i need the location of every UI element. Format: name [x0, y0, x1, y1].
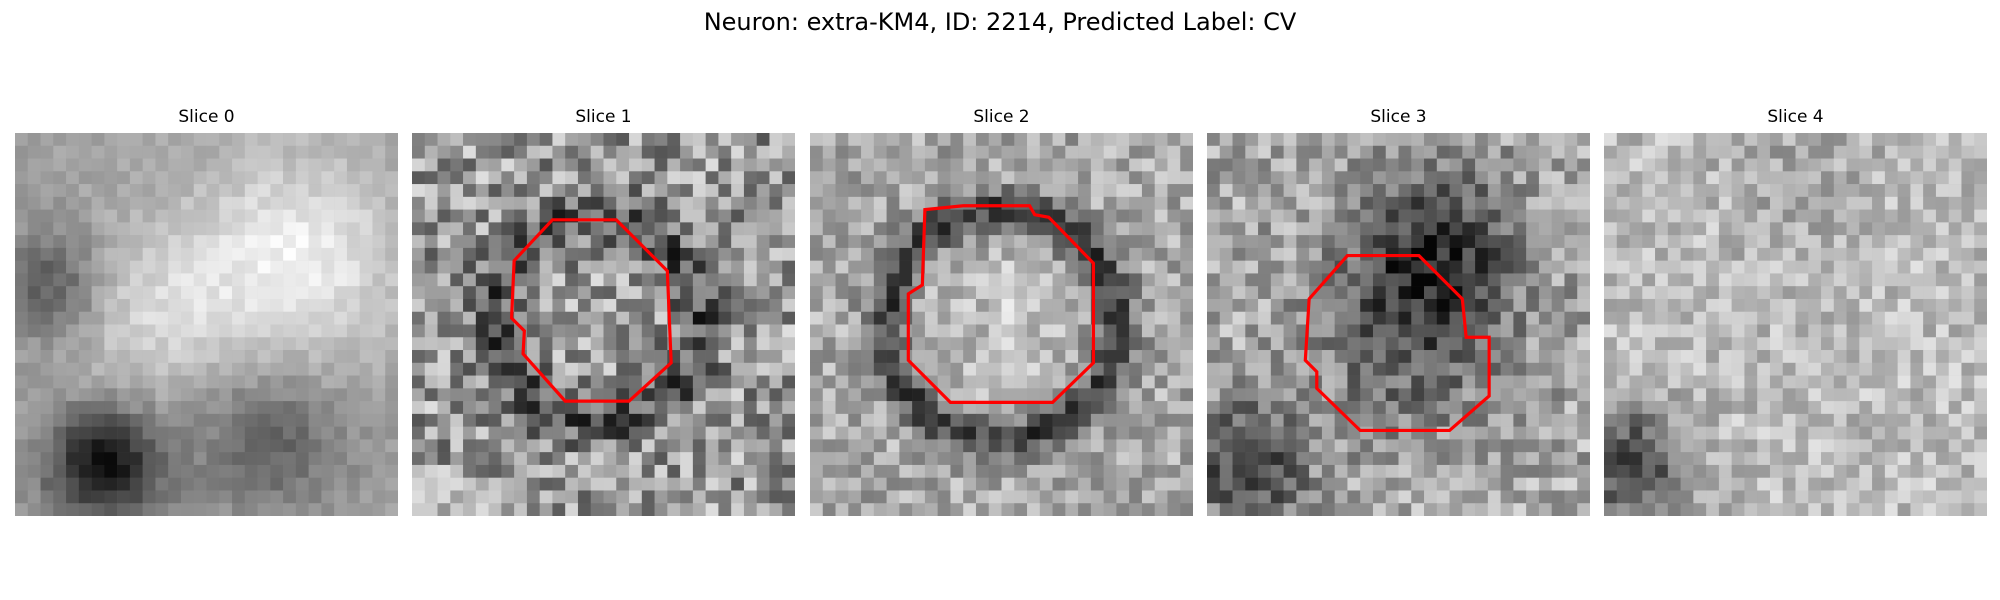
slice-panel-3: Slice 3 — [1207, 106, 1590, 516]
slice-title-3: Slice 3 — [1370, 107, 1427, 127]
contour-outline-1 — [509, 218, 673, 403]
slice-image-0 — [15, 133, 398, 516]
contour-outline-2 — [906, 204, 1096, 404]
slice-panel-0: Slice 0 — [15, 106, 398, 516]
slice-panel-1: Slice 1 — [412, 106, 795, 516]
slice-image-1 — [412, 133, 795, 516]
contour-outline-3 — [1303, 253, 1491, 433]
slice-image-3 — [1207, 133, 1590, 516]
slice-panel-2: Slice 2 — [810, 106, 1193, 516]
slice-panel-4: Slice 4 — [1604, 106, 1987, 516]
slice-title-4: Slice 4 — [1767, 107, 1824, 127]
slice-title-0: Slice 0 — [178, 107, 235, 127]
figure-title: Neuron: extra-KM4, ID: 2214, Predicted L… — [703, 8, 1297, 36]
slice-image-4 — [1604, 133, 1987, 516]
slice-image-2 — [810, 133, 1193, 516]
slice-title-1: Slice 1 — [575, 107, 632, 127]
slice-title-2: Slice 2 — [973, 107, 1030, 127]
